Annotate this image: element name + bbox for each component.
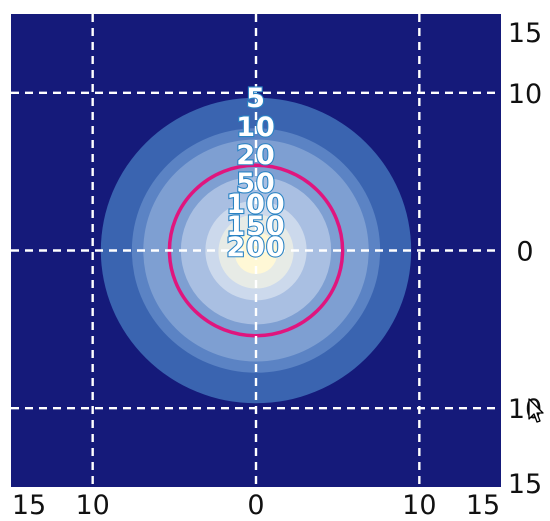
contour-label: 50 bbox=[236, 168, 276, 199]
contour-label: 200 bbox=[226, 232, 285, 263]
mouse-pointer-icon bbox=[528, 398, 544, 423]
x-tick-label: 0 bbox=[247, 490, 264, 521]
x-tick-labels: 15 10 0 10 15 bbox=[12, 490, 500, 521]
contour-label: 10 bbox=[236, 112, 276, 143]
grid-lines bbox=[11, 14, 501, 487]
x-tick-label: 10 bbox=[75, 490, 109, 521]
x-tick-label: 15 bbox=[466, 490, 500, 521]
contour-label: 100 bbox=[226, 189, 285, 220]
x-tick-label: 15 bbox=[12, 490, 46, 521]
y-tick-label: 10 bbox=[508, 79, 542, 110]
contour-label: 5 bbox=[246, 83, 266, 114]
y-tick-label: 0 bbox=[516, 237, 533, 268]
y-tick-label: 15 bbox=[508, 18, 542, 49]
y-tick-label: 15 bbox=[508, 469, 542, 500]
contour-label: 150 bbox=[226, 211, 285, 242]
contour-label: 20 bbox=[236, 140, 276, 171]
x-tick-label: 10 bbox=[402, 490, 436, 521]
